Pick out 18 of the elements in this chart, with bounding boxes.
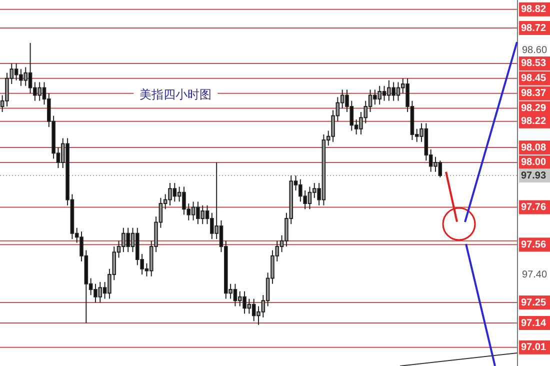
- ref-line-label: 98.82: [521, 4, 546, 16]
- ref-line-label: 97.56: [521, 239, 546, 250]
- ref-line-label: 98.45: [521, 73, 546, 84]
- ref-line-label: 98.29: [521, 103, 546, 114]
- ref-line-label: 98.72: [521, 22, 546, 34]
- y-tick-label: 97.40: [522, 269, 548, 280]
- ref-line-label: 97.01: [521, 342, 546, 354]
- ref-line-label: 98.00: [521, 157, 546, 168]
- text: 美指四小时图: [140, 87, 212, 102]
- ref-line-label: 98.53: [521, 58, 546, 70]
- ref-line-label: 97.76: [521, 202, 546, 214]
- ref-line-label: 98.22: [521, 116, 546, 128]
- ref-line-label: 98.08: [521, 142, 546, 154]
- ref-line-label: 98.37: [521, 88, 546, 100]
- ref-line-label: 97.25: [521, 297, 546, 308]
- y-tick-label: 98.60: [522, 45, 548, 56]
- ref-line-label: 97.14: [521, 318, 546, 329]
- ref-line-label: 97.93: [521, 170, 546, 182]
